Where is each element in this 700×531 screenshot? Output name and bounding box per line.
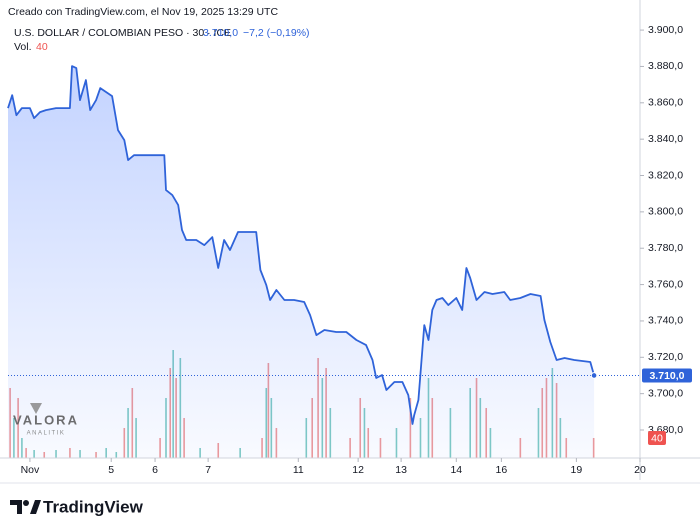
- logo-mark: [10, 500, 22, 514]
- y-tick-label: 3.900,0: [648, 24, 683, 36]
- vol-label-box: [648, 431, 666, 445]
- watermark-subtitle: ANALITIK: [27, 431, 66, 437]
- legend-symbol: U.S. DOLLAR / COLOMBIAN PESO · 30 · ICE: [14, 27, 231, 39]
- y-tick-label: 3.820,0: [648, 169, 683, 181]
- y-tick-label: 3.720,0: [648, 351, 683, 363]
- y-tick-label: 3.800,0: [648, 206, 683, 218]
- y-tick-label: 3.780,0: [648, 242, 683, 254]
- logo-dot: [23, 500, 29, 506]
- y-tick-label: 3.880,0: [648, 60, 683, 72]
- x-tick-label: 5: [108, 464, 114, 476]
- price-area: [8, 66, 595, 458]
- x-tick-label: 6: [152, 464, 158, 476]
- price-label: 3.710,0: [649, 370, 684, 382]
- x-tick-label: 16: [496, 464, 508, 476]
- y-tick-label: 3.860,0: [648, 97, 683, 109]
- x-tick-label: 20: [634, 464, 646, 476]
- vol-label: 40: [651, 432, 663, 444]
- area-layer: [8, 66, 595, 458]
- legend-change: −7,2 (−0,19%): [243, 27, 310, 39]
- footer-logo: TradingView: [10, 497, 144, 516]
- last-point: [590, 372, 598, 379]
- x-tick-label: 12: [352, 464, 364, 476]
- legend-vol: Vol.: [14, 41, 32, 53]
- x-tick-label: 11: [293, 464, 304, 476]
- x-tick-label: 14: [450, 464, 462, 476]
- x-tick-label: 13: [395, 464, 407, 476]
- legend-vol-value: 40: [36, 41, 48, 53]
- legend-last: 3.710,0: [203, 27, 238, 39]
- footer-text: TradingView: [43, 497, 144, 516]
- watermark: VALORA ANALITIK: [13, 403, 79, 437]
- y-tick-label: 3.700,0: [648, 387, 683, 399]
- price-line: [7, 65, 595, 425]
- y-tick-label: 3.740,0: [648, 315, 683, 327]
- x-tick-label: 19: [571, 464, 583, 476]
- x-tick-label: 7: [205, 464, 211, 476]
- credit: Creado con TradingView.com, el Nov 19, 2…: [8, 6, 278, 18]
- logo-slash: [30, 500, 41, 514]
- watermark-icon: [30, 403, 42, 414]
- watermark-title: VALORA: [13, 412, 79, 427]
- y-tick-label: 3.760,0: [648, 278, 683, 290]
- price-label-box: [642, 368, 692, 383]
- y-tick-label: 3.840,0: [648, 133, 683, 145]
- main-layer: [7, 65, 640, 425]
- x-tick-label: Nov: [21, 464, 40, 476]
